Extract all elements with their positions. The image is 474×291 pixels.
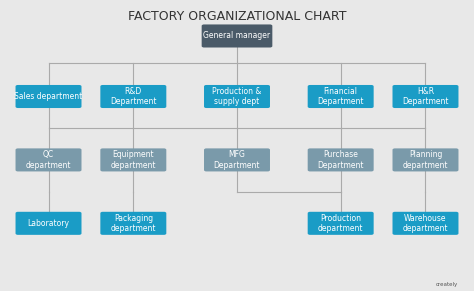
FancyBboxPatch shape — [100, 148, 166, 171]
FancyBboxPatch shape — [16, 148, 82, 171]
Text: Packaging
department: Packaging department — [110, 214, 156, 233]
FancyBboxPatch shape — [392, 148, 458, 171]
Text: Production &
supply dept: Production & supply dept — [212, 87, 262, 106]
Text: FACTORY ORGANIZATIONAL CHART: FACTORY ORGANIZATIONAL CHART — [128, 10, 346, 23]
FancyBboxPatch shape — [16, 212, 82, 235]
Text: Planning
department: Planning department — [403, 150, 448, 170]
FancyBboxPatch shape — [392, 85, 458, 108]
FancyBboxPatch shape — [308, 85, 374, 108]
Text: Equipment
department: Equipment department — [110, 150, 156, 170]
Text: creately: creately — [436, 282, 458, 287]
FancyBboxPatch shape — [100, 212, 166, 235]
FancyBboxPatch shape — [308, 148, 374, 171]
Text: R&D
Department: R&D Department — [110, 87, 156, 106]
Text: Warehouse
department: Warehouse department — [403, 214, 448, 233]
FancyBboxPatch shape — [16, 85, 82, 108]
FancyBboxPatch shape — [204, 85, 270, 108]
Text: Production
department: Production department — [318, 214, 364, 233]
Text: Purchase
Department: Purchase Department — [318, 150, 364, 170]
Text: General manager: General manager — [203, 31, 271, 40]
Text: Laboratory: Laboratory — [27, 219, 70, 228]
FancyBboxPatch shape — [308, 212, 374, 235]
Text: MFG
Department: MFG Department — [214, 150, 260, 170]
FancyBboxPatch shape — [100, 85, 166, 108]
Text: Financial
Department: Financial Department — [318, 87, 364, 106]
FancyBboxPatch shape — [201, 24, 273, 47]
FancyBboxPatch shape — [204, 148, 270, 171]
FancyBboxPatch shape — [392, 212, 458, 235]
Text: H&R
Department: H&R Department — [402, 87, 449, 106]
Text: QC
department: QC department — [26, 150, 71, 170]
Text: Sales department: Sales department — [14, 92, 82, 101]
